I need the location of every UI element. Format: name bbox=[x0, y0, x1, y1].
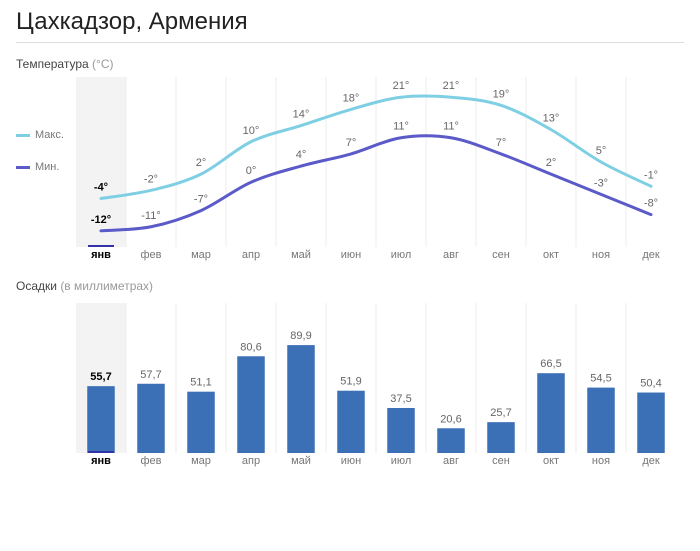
svg-text:20,6: 20,6 bbox=[440, 413, 461, 425]
svg-text:-3°: -3° bbox=[594, 177, 608, 189]
svg-text:4°: 4° bbox=[296, 149, 307, 161]
precipitation-chart: 55,7 57,7 51,1 80,6 89,9 51,9 37,5 20,6 25,7 66,5… bbox=[76, 303, 676, 453]
legend-min: Мин. bbox=[16, 161, 76, 173]
month-label[interactable]: ноя bbox=[576, 249, 626, 261]
month-label[interactable]: мар bbox=[176, 249, 226, 261]
month-label[interactable]: мар bbox=[176, 455, 226, 467]
svg-text:21°: 21° bbox=[393, 80, 410, 92]
month-label[interactable]: авг bbox=[426, 455, 476, 467]
svg-text:37,5: 37,5 bbox=[390, 393, 411, 405]
month-label[interactable]: авг bbox=[426, 249, 476, 261]
svg-text:13°: 13° bbox=[543, 113, 560, 125]
month-label[interactable]: фев bbox=[126, 249, 176, 261]
svg-text:-1°: -1° bbox=[644, 169, 658, 181]
divider bbox=[16, 42, 684, 43]
precipitation-unit: (в миллиметрах) bbox=[60, 279, 153, 293]
month-label[interactable]: янв bbox=[76, 455, 126, 467]
month-label[interactable]: ноя bbox=[576, 455, 626, 467]
svg-text:66,5: 66,5 bbox=[540, 358, 561, 370]
month-label[interactable]: окт bbox=[526, 249, 576, 261]
svg-text:2°: 2° bbox=[546, 157, 557, 169]
svg-text:0°: 0° bbox=[246, 165, 257, 177]
month-label[interactable]: окт bbox=[526, 455, 576, 467]
month-label[interactable]: фев bbox=[126, 455, 176, 467]
svg-text:14°: 14° bbox=[293, 109, 310, 121]
legend-min-label: Мин. bbox=[35, 161, 59, 173]
legend-max-label: Макс. bbox=[35, 129, 64, 141]
month-label[interactable]: июн bbox=[326, 455, 376, 467]
temperature-unit: (°C) bbox=[92, 57, 113, 71]
month-label[interactable]: апр bbox=[226, 455, 276, 467]
svg-text:89,9: 89,9 bbox=[290, 330, 311, 342]
svg-text:21°: 21° bbox=[443, 80, 460, 92]
temperature-section-label: Температура (°C) bbox=[16, 57, 684, 71]
svg-text:18°: 18° bbox=[343, 92, 360, 104]
month-label[interactable]: дек bbox=[626, 455, 676, 467]
svg-text:-4°: -4° bbox=[94, 181, 108, 193]
svg-text:25,7: 25,7 bbox=[490, 407, 511, 419]
svg-text:-8°: -8° bbox=[644, 198, 658, 210]
svg-text:50,4: 50,4 bbox=[640, 378, 661, 390]
month-label[interactable]: дек bbox=[626, 249, 676, 261]
precipitation-months-axis: янвфевмарапрмайиюниюлавгсеноктноядек bbox=[76, 455, 676, 467]
temperature-chart: -4° -2° 2° 10° 14° 18° 21° 21° 19° 13° 5° -1° -12° -1… bbox=[76, 77, 676, 247]
precipitation-section-label: Осадки (в миллиметрах) bbox=[16, 279, 684, 293]
page-title: Цахкадзор, Армения bbox=[16, 8, 684, 36]
month-label[interactable]: май bbox=[276, 455, 326, 467]
svg-text:7°: 7° bbox=[496, 137, 507, 149]
svg-text:-12°: -12° bbox=[91, 214, 111, 226]
svg-text:19°: 19° bbox=[493, 88, 510, 100]
svg-text:57,7: 57,7 bbox=[140, 369, 161, 381]
legend-min-swatch bbox=[16, 166, 30, 169]
temperature-legend: Макс. Мин. bbox=[16, 77, 76, 193]
svg-text:80,6: 80,6 bbox=[240, 341, 261, 353]
legend-max-swatch bbox=[16, 134, 30, 137]
svg-text:55,7: 55,7 bbox=[90, 371, 111, 383]
svg-text:-7°: -7° bbox=[194, 194, 208, 206]
svg-text:10°: 10° bbox=[243, 125, 260, 137]
svg-text:5°: 5° bbox=[596, 145, 607, 157]
svg-text:7°: 7° bbox=[346, 137, 357, 149]
month-label[interactable]: янв bbox=[76, 249, 126, 261]
svg-text:51,1: 51,1 bbox=[190, 377, 211, 389]
month-label[interactable]: сен bbox=[476, 249, 526, 261]
legend-max: Макс. bbox=[16, 129, 76, 141]
svg-text:11°: 11° bbox=[393, 121, 409, 133]
svg-text:2°: 2° bbox=[196, 157, 207, 169]
svg-text:-2°: -2° bbox=[144, 173, 158, 185]
month-label[interactable]: июл bbox=[376, 249, 426, 261]
month-label[interactable]: июн bbox=[326, 249, 376, 261]
month-label[interactable]: апр bbox=[226, 249, 276, 261]
svg-text:-11°: -11° bbox=[141, 210, 160, 222]
precipitation-label-text: Осадки bbox=[16, 279, 57, 293]
month-label[interactable]: май bbox=[276, 249, 326, 261]
month-label[interactable]: июл bbox=[376, 455, 426, 467]
month-label[interactable]: сен bbox=[476, 455, 526, 467]
svg-text:51,9: 51,9 bbox=[340, 376, 361, 388]
svg-text:54,5: 54,5 bbox=[590, 373, 611, 385]
temperature-months-axis: янвфевмарапрмайиюниюлавгсеноктноядек bbox=[76, 249, 676, 261]
svg-text:11°: 11° bbox=[443, 121, 459, 133]
temperature-label-text: Температура bbox=[16, 57, 89, 71]
